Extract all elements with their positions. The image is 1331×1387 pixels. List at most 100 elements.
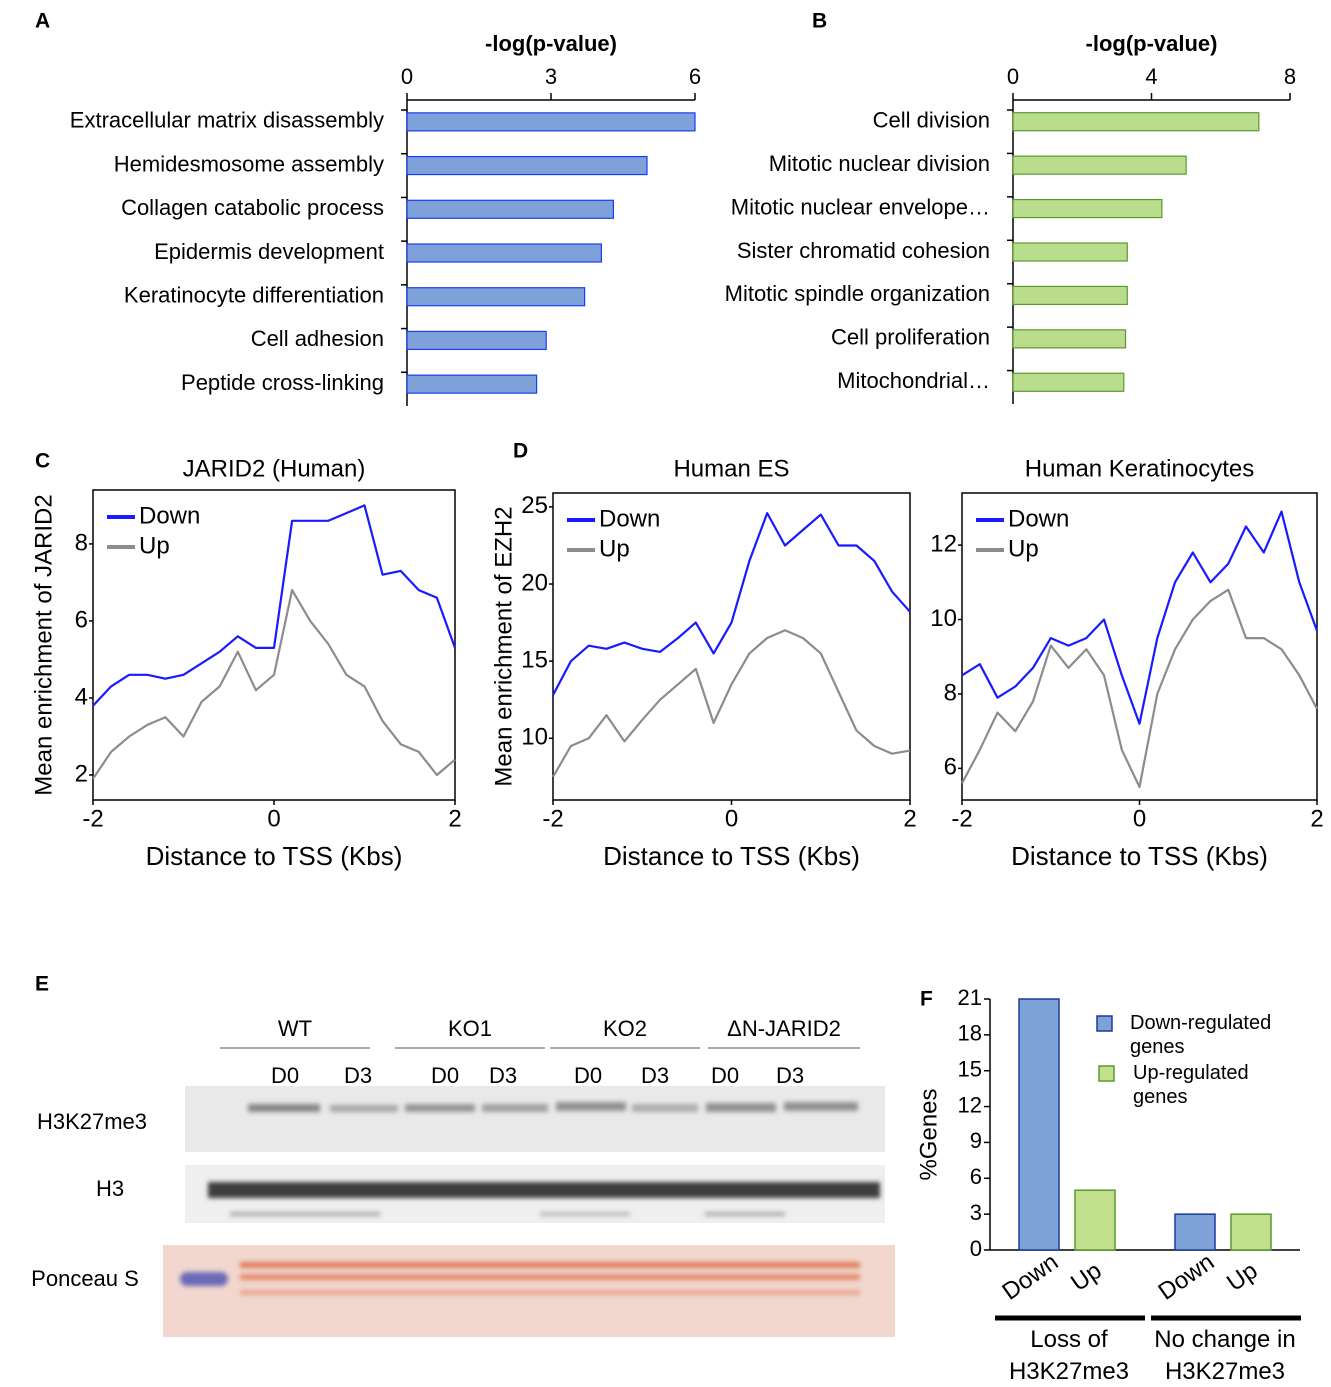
bar	[407, 331, 546, 349]
lane-label: D0	[711, 1063, 739, 1088]
bar	[407, 244, 601, 262]
x-tick-label: -2	[951, 805, 972, 832]
y-tick-label: 3	[970, 1200, 982, 1225]
bar	[1175, 1214, 1215, 1250]
lane-label: D0	[431, 1063, 459, 1088]
chart-title: Human ES	[673, 455, 789, 482]
legend-label: Up	[139, 532, 170, 559]
lane-label: D0	[271, 1063, 299, 1088]
bar-label: Up	[1066, 1257, 1107, 1297]
bar	[1231, 1214, 1271, 1250]
x-tick-label: 2	[903, 805, 916, 832]
bar	[1075, 1190, 1115, 1250]
chart-title: JARID2 (Human)	[183, 455, 366, 482]
lane-label: D3	[641, 1063, 669, 1088]
chart-title: Human Keratinocytes	[1025, 455, 1254, 482]
category-label: Cell adhesion	[251, 326, 384, 351]
row-label: H3	[96, 1176, 124, 1201]
bar	[1013, 286, 1127, 304]
x-tick-label: -2	[82, 805, 103, 832]
x-tick-label: 2	[448, 805, 461, 832]
legend-label: Down-regulated genes	[1130, 1011, 1300, 1059]
bar	[1013, 243, 1127, 261]
legend-label: Up	[1008, 535, 1039, 562]
bar	[1013, 373, 1124, 391]
y-tick-label: 6	[75, 606, 88, 633]
legend-label: Down	[1008, 505, 1069, 532]
row-label: Ponceau S	[31, 1266, 139, 1291]
y-tick-label: 21	[958, 985, 982, 1010]
figure: E -log(p-value)036Extracellular matri	[0, 0, 1331, 1387]
category-label: Sister chromatid cohesion	[737, 238, 990, 263]
y-tick-label: 0	[970, 1236, 982, 1261]
y-tick-label: 4	[75, 683, 88, 710]
bar-label: Up	[1222, 1257, 1263, 1297]
category-label: Collagen catabolic process	[121, 195, 384, 220]
y-tick-label: 18	[958, 1021, 982, 1046]
bar	[1013, 200, 1162, 218]
lane-label: D3	[344, 1063, 372, 1088]
panel-label: A	[35, 10, 50, 33]
bar	[407, 375, 537, 393]
y-axis-title: Mean enrichment of EZH2	[490, 506, 517, 786]
lane-label: D3	[776, 1063, 804, 1088]
category-label: Mitotic spindle organization	[725, 281, 990, 306]
y-tick-label: 9	[970, 1128, 982, 1153]
bar	[407, 200, 613, 218]
x-tick-label: 0	[1133, 805, 1146, 832]
lane-label: D0	[574, 1063, 602, 1088]
bar	[1013, 330, 1126, 348]
legend-swatch	[1097, 1016, 1112, 1031]
blot-image	[163, 1086, 895, 1337]
x-tick-label: 0	[401, 64, 413, 89]
axis-title: -log(p-value)	[1086, 31, 1218, 56]
category-label: Hemidesmosome assembly	[114, 151, 384, 176]
blot-strip	[185, 1086, 885, 1152]
bar	[1019, 999, 1059, 1250]
y-axis-title: %Genes	[915, 1088, 942, 1180]
y-tick-label: 15	[521, 646, 548, 673]
category-label: Extracellular matrix disassembly	[70, 108, 384, 133]
category-label: Cell division	[873, 108, 990, 133]
y-tick-label: 12	[930, 530, 957, 557]
group-label: ΔN-JARID2	[727, 1016, 841, 1041]
bar-label: Down	[1153, 1248, 1219, 1305]
y-tick-label: 6	[970, 1164, 982, 1189]
x-tick-label: 2	[1310, 805, 1323, 832]
x-tick-label: 0	[267, 805, 280, 832]
legend-label: Down	[599, 505, 660, 532]
group-label: WT	[278, 1016, 312, 1041]
x-tick-label: -2	[542, 805, 563, 832]
category-label: Mitochondrial…	[837, 368, 990, 393]
category-label: Cell proliferation	[831, 325, 990, 350]
x-tick-label: 8	[1284, 64, 1296, 89]
x-tick-label: 3	[545, 64, 557, 89]
bar	[407, 157, 647, 175]
x-tick-label: 0	[725, 805, 738, 832]
y-tick-label: 10	[521, 724, 548, 751]
y-tick-label: 6	[944, 754, 957, 781]
line-series	[93, 590, 455, 779]
y-tick-label: 12	[958, 1092, 982, 1117]
y-tick-label: 20	[521, 569, 548, 596]
y-tick-label: 10	[930, 605, 957, 632]
blot-bands	[180, 1262, 860, 1295]
line-series	[553, 630, 910, 777]
bar	[1013, 156, 1186, 174]
category-label: Peptide cross-linking	[181, 370, 384, 395]
y-tick-label: 15	[958, 1057, 982, 1082]
x-tick-label: 4	[1145, 64, 1157, 89]
legend-label: Down	[139, 502, 200, 529]
x-axis-title: Distance to TSS (Kbs)	[1011, 841, 1268, 871]
panel-label: C	[35, 450, 50, 473]
bar	[407, 113, 695, 131]
y-tick-label: 25	[521, 492, 548, 519]
category-label: Epidermis development	[154, 239, 384, 264]
group-label: KO1	[448, 1016, 492, 1041]
panel-label: B	[812, 10, 827, 33]
row-label: H3K27me3	[37, 1109, 147, 1134]
axis-title: -log(p-value)	[485, 31, 617, 56]
x-axis-title: Distance to TSS (Kbs)	[603, 841, 860, 871]
y-tick-label: 8	[75, 529, 88, 556]
legend-swatch	[1099, 1066, 1114, 1081]
